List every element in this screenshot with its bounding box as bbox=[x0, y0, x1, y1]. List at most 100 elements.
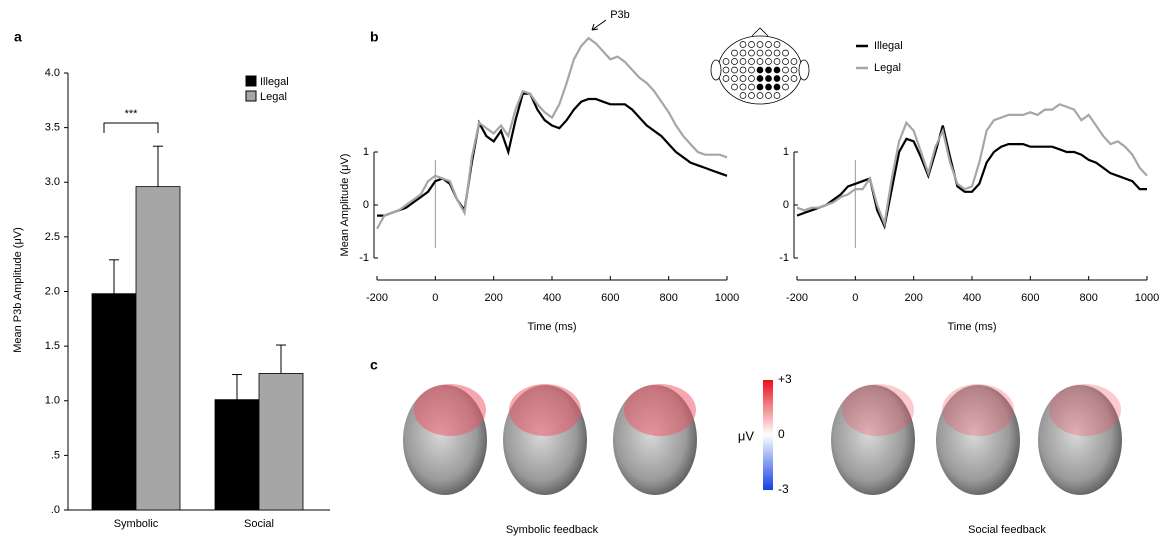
y-tick-label: 2.5 bbox=[45, 231, 60, 243]
caption: Social feedback bbox=[968, 524, 1046, 536]
head bbox=[831, 385, 915, 495]
x-tick-label: 0 bbox=[432, 292, 438, 304]
electrode bbox=[739, 58, 747, 65]
electrode bbox=[739, 41, 747, 48]
activation bbox=[842, 384, 914, 436]
electrode-map bbox=[710, 27, 810, 105]
electrode bbox=[790, 58, 798, 65]
electrode bbox=[765, 49, 772, 57]
y-tick-label: 1 bbox=[363, 146, 369, 158]
y-tick-label: 1.5 bbox=[45, 340, 60, 352]
bar bbox=[91, 293, 137, 511]
electrode bbox=[756, 49, 764, 57]
panel-label: b bbox=[370, 29, 379, 45]
electrode bbox=[773, 58, 781, 65]
y-tick-label: .5 bbox=[51, 449, 60, 461]
colorbar bbox=[763, 380, 773, 490]
electrode bbox=[782, 66, 789, 74]
electrode bbox=[773, 92, 781, 99]
y-tick-label: .0 bbox=[51, 504, 60, 516]
electrode bbox=[748, 66, 755, 74]
electrode bbox=[782, 83, 789, 91]
caption: Symbolic feedback bbox=[506, 524, 599, 536]
electrode bbox=[731, 66, 738, 74]
y-tick-label: 3.0 bbox=[45, 176, 60, 188]
electrode bbox=[731, 75, 738, 82]
y-tick-label: 0 bbox=[363, 199, 369, 211]
x-axis-label: Time (ms) bbox=[947, 321, 996, 333]
legend-swatch bbox=[245, 75, 257, 87]
x-axis-label: Time (ms) bbox=[527, 321, 576, 333]
x-tick-label: 400 bbox=[543, 292, 561, 304]
electrode bbox=[790, 75, 798, 82]
x-tick-label: 800 bbox=[1079, 292, 1097, 304]
activation bbox=[1049, 384, 1121, 436]
electrode bbox=[731, 49, 738, 57]
electrode bbox=[765, 92, 772, 99]
electrode bbox=[790, 66, 798, 74]
electrode bbox=[722, 66, 730, 74]
line bbox=[376, 36, 728, 230]
electrode bbox=[782, 75, 789, 82]
line bbox=[796, 103, 1148, 228]
legend-label: Illegal bbox=[874, 40, 903, 52]
electrode bbox=[748, 41, 755, 48]
x-tick-label: -200 bbox=[366, 292, 388, 304]
y-tick-label: 0 bbox=[783, 199, 789, 211]
electrode bbox=[748, 92, 755, 99]
activation bbox=[414, 384, 486, 436]
activation bbox=[624, 384, 696, 436]
legend-label: Legal bbox=[874, 62, 901, 74]
x-tick-label: 600 bbox=[601, 292, 619, 304]
annotation-arrow bbox=[591, 19, 607, 31]
electrode bbox=[748, 49, 755, 57]
y-tick-label: 4.0 bbox=[45, 67, 60, 79]
annotation: P3b bbox=[610, 9, 630, 21]
electrode bbox=[739, 66, 747, 74]
significance-bracket bbox=[103, 122, 159, 133]
bar bbox=[214, 399, 260, 511]
x-tick-label: 600 bbox=[1021, 292, 1039, 304]
electrode bbox=[731, 58, 738, 65]
y-tick-label: 1.0 bbox=[45, 395, 60, 407]
legend-label: Illegal bbox=[260, 76, 289, 88]
y-tick-label: 1 bbox=[783, 146, 789, 158]
electrode bbox=[773, 66, 781, 74]
x-tick-label: 0 bbox=[852, 292, 858, 304]
bar bbox=[258, 373, 304, 511]
electrode bbox=[739, 49, 747, 57]
electrode bbox=[765, 83, 772, 91]
x-tick-label: 800 bbox=[659, 292, 677, 304]
electrode bbox=[748, 75, 755, 82]
electrode bbox=[756, 92, 764, 99]
y-axis-label: Mean Amplitude (μV) bbox=[339, 154, 351, 257]
electrode bbox=[765, 66, 772, 74]
electrode bbox=[765, 41, 772, 48]
electrode bbox=[782, 49, 789, 57]
y-tick-label: 3.5 bbox=[45, 122, 60, 134]
scalp-maps bbox=[403, 384, 1122, 495]
electrode bbox=[773, 83, 781, 91]
line bbox=[796, 125, 1147, 230]
bar bbox=[135, 186, 181, 511]
electrode bbox=[756, 75, 764, 82]
electrode bbox=[739, 83, 747, 91]
electrode bbox=[756, 83, 764, 91]
colorbar-tick-label: 0 bbox=[778, 427, 785, 441]
electrode bbox=[722, 58, 730, 65]
electrode bbox=[739, 75, 747, 82]
y-tick-label: -1 bbox=[359, 252, 369, 264]
electrode bbox=[739, 92, 747, 99]
electrode bbox=[756, 66, 764, 74]
activation bbox=[942, 384, 1014, 436]
x-tick-label: Symbolic bbox=[114, 518, 159, 530]
electrode bbox=[756, 58, 764, 65]
electrode bbox=[722, 75, 730, 82]
legend-label: Legal bbox=[260, 91, 287, 103]
head bbox=[936, 385, 1020, 495]
activation bbox=[509, 384, 581, 436]
electrode bbox=[782, 58, 789, 65]
x-tick-label: 200 bbox=[484, 292, 502, 304]
